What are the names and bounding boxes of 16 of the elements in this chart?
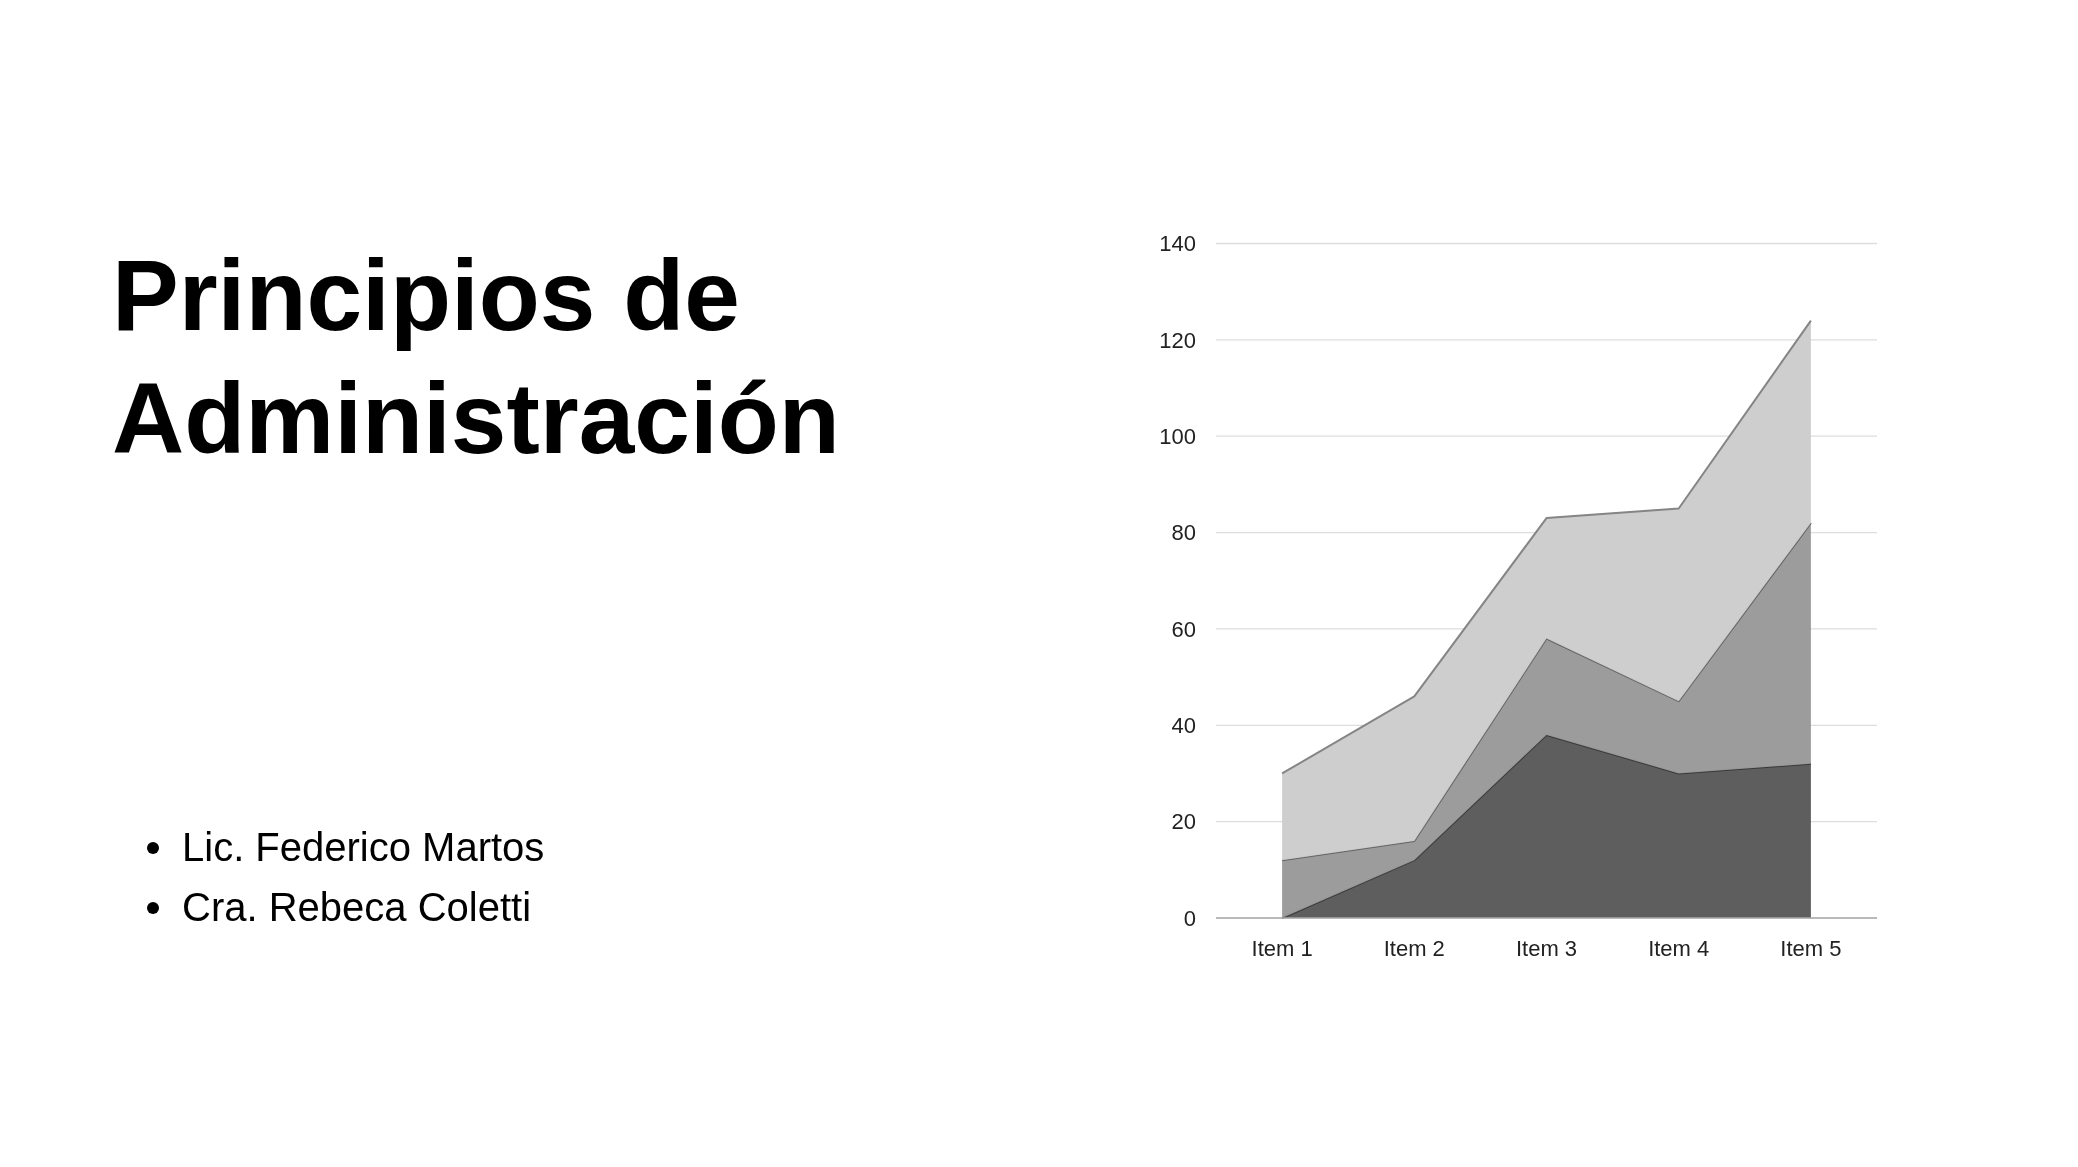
y-tick-label: 140 <box>1159 231 1196 257</box>
x-tick-label: Item 5 <box>1780 935 1842 961</box>
y-tick-label: 100 <box>1159 423 1196 449</box>
x-tick-label: Item 2 <box>1383 935 1445 961</box>
text: Principios de Administración <box>112 239 840 474</box>
y-tick-label: 40 <box>1171 712 1196 738</box>
text: Lic. Federico Martos <box>182 825 545 869</box>
text: Cra. Rebeca Coletti <box>182 885 532 929</box>
x-tick-label: Item 4 <box>1648 935 1710 961</box>
y-tick-label: 60 <box>1171 616 1196 642</box>
y-tick-label: 80 <box>1171 520 1196 546</box>
y-tick-label: 0 <box>1183 905 1196 931</box>
y-tick-label: 120 <box>1159 327 1196 353</box>
y-tick-label: 20 <box>1171 809 1196 835</box>
x-tick-label: Item 1 <box>1251 935 1313 961</box>
x-tick-label: Item 3 <box>1515 935 1578 961</box>
